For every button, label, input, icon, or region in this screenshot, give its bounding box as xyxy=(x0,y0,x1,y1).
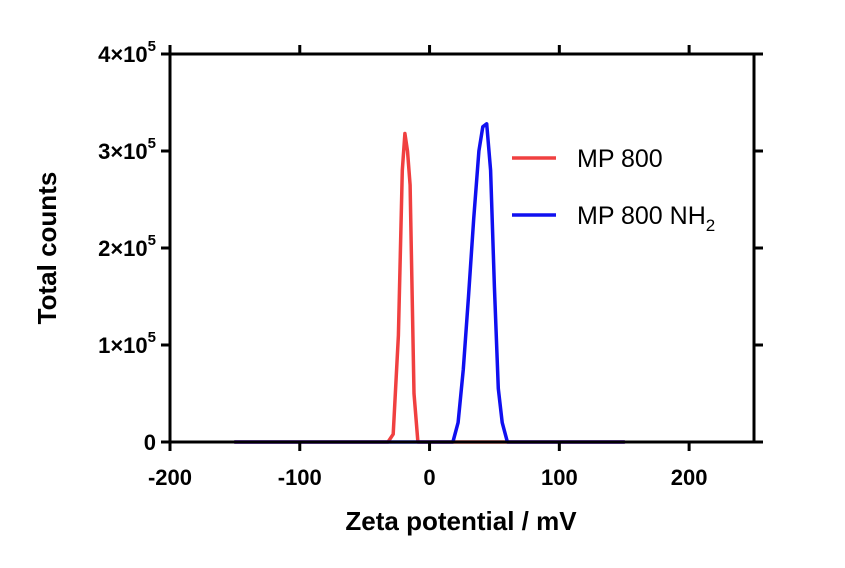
x-tick-label: 0 xyxy=(423,465,435,490)
x-tick-label: -100 xyxy=(278,465,322,490)
y-tick-exponent: 5 xyxy=(148,135,156,152)
y-tick-exponent: 5 xyxy=(148,232,156,249)
y-tick-label: 1×105 xyxy=(98,329,156,358)
y-tick-mantissa: 1 xyxy=(98,333,110,358)
y-tick-times-ten: ×10 xyxy=(110,236,147,261)
y-tick-mantissa: 4 xyxy=(98,42,111,67)
y-tick-exponent: 5 xyxy=(148,38,156,55)
y-axis-title: Total counts xyxy=(32,172,62,325)
y-tick-mantissa: 0 xyxy=(144,430,156,455)
y-tick-times-ten: ×10 xyxy=(110,333,147,358)
y-tick-mantissa: 2 xyxy=(98,236,110,261)
x-tick-label: -200 xyxy=(148,465,192,490)
legend: MP 800 MP 800 NH2 xyxy=(512,145,715,235)
legend-label-1: MP 800 xyxy=(577,145,663,173)
plot-lines xyxy=(233,122,626,444)
x-tick-label: 100 xyxy=(541,465,578,490)
y-tick-label: 3×105 xyxy=(98,135,156,164)
series-line-1 xyxy=(233,131,626,444)
y-tick-exponent: 5 xyxy=(148,329,156,346)
series-line-2 xyxy=(233,122,626,444)
x-axis-title: Zeta potential / mV xyxy=(345,506,577,536)
y-tick-times-ten: ×10 xyxy=(110,139,147,164)
legend-label-main: MP 800 NH xyxy=(577,202,706,230)
legend-label-subscript: 2 xyxy=(706,216,715,235)
y-tick-label: 2×105 xyxy=(98,232,156,261)
y-tick-label: 0 xyxy=(144,430,156,455)
y-tick-times-ten: ×10 xyxy=(110,42,147,67)
x-tick-label: 200 xyxy=(671,465,708,490)
y-tick-label: 4×105 xyxy=(98,38,156,67)
y-tick-mantissa: 3 xyxy=(98,139,110,164)
legend-label-main: MP 800 xyxy=(577,145,663,173)
legend-label-2: MP 800 NH2 xyxy=(577,202,715,235)
